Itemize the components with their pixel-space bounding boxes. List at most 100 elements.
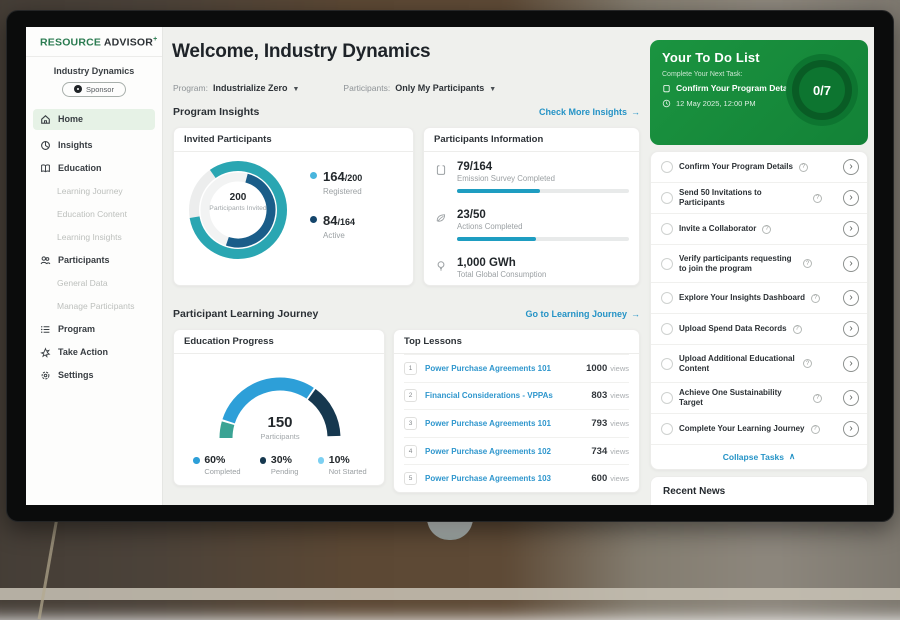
chevron-right-icon[interactable]: › [843,321,859,337]
active-dot-icon [310,216,317,223]
checkbox-icon[interactable] [661,423,673,435]
sidebar-item-label: Manage Participants [57,301,135,311]
sidebar-item-manage-participants[interactable]: Manage Participants [26,295,162,318]
program-filter-value: Industrialize Zero [212,83,288,93]
todo-item-explore-insights[interactable]: Explore Your Insights Dashboard ? › [651,283,867,314]
help-icon[interactable]: ? [798,162,808,172]
lesson-link[interactable]: Power Purchase Agreements 102 [425,446,551,456]
views-suffix: views [610,474,629,484]
todo-item-invite-collaborator[interactable]: Invite a Collaborator ? › [651,214,867,245]
legend-pending: 30% Pending [259,454,298,476]
rank-badge: 1 [404,361,417,375]
logo-advisor: ADVISOR [103,36,154,49]
card-title: Participants Information [424,128,639,152]
help-icon[interactable]: ? [762,224,772,234]
card-title: Education Progress [174,330,384,354]
completed-pct: 60% [204,454,226,466]
todo-title: Your To Do List [662,50,760,65]
chevron-right-icon[interactable]: › [843,421,859,437]
chevron-right-icon[interactable]: › [843,255,859,272]
rank-badge: 5 [404,472,417,486]
sidebar-item-insights[interactable]: Insights [26,134,162,157]
metric-value: 23/50 [457,209,486,221]
program-dropdown[interactable]: Program: Industrialize Zero ▼ [173,78,299,96]
metric-label: Actions Completed [457,222,523,231]
help-icon[interactable]: ? [813,193,822,203]
sidebar-item-participants[interactable]: Participants [26,249,162,272]
checkbox-icon[interactable] [661,323,673,335]
todo-item-achieve-target[interactable]: Achieve One Sustainability Target ? › [651,383,867,414]
views-count: 803 [591,390,608,402]
progress-fill [457,189,540,193]
sidebar-item-take-action[interactable]: Take Action [26,341,162,364]
help-icon[interactable]: ? [810,424,820,434]
chevron-right-icon[interactable]: › [843,390,859,406]
sidebar-item-learning-insights[interactable]: Learning Insights [26,226,162,249]
sidebar-item-home[interactable]: Home [33,108,155,130]
views-count: 600 [591,473,608,485]
lightbulb-icon [435,259,447,271]
participants-information-card: Participants Information 79/164 Emission… [423,127,640,286]
sidebar-item-settings[interactable]: Settings [26,364,162,387]
sidebar-item-general-data[interactable]: General Data [26,272,162,295]
checkbox-icon[interactable] [661,357,673,370]
lesson-link[interactable]: Power Purchase Agreements 101 [425,363,551,373]
help-icon[interactable]: ? [803,359,812,368]
chevron-right-icon[interactable]: › [843,221,859,237]
checkbox-icon[interactable] [661,161,673,173]
education-progress-card: Education Progress 150 Participants 60% … [173,329,385,499]
sidebar-item-program[interactable]: Program [26,318,162,341]
todo-item-confirm-program[interactable]: Confirm Your Program Details ? › [651,152,867,183]
sidebar-item-education-content[interactable]: Education Content [26,203,162,226]
sidebar-item-education[interactable]: Education [26,157,162,180]
help-icon[interactable]: ? [792,324,802,334]
views-suffix: views [610,446,629,456]
completed-label: Completed [204,467,241,476]
chevron-right-icon[interactable]: › [843,355,859,372]
checkbox-icon[interactable] [661,192,673,204]
sponsor-badge[interactable]: Sponsor [62,81,126,97]
todo-item-send-invitations[interactable]: Send 50 Invitations to Participants ? › [651,183,867,214]
active-total: /164 [337,217,355,227]
check-more-insights-link[interactable]: Check More Insights → [539,107,640,117]
lesson-link[interactable]: Financial Considerations - VPPAs [425,391,553,401]
gauge-value: 150 [267,414,293,431]
collapse-tasks-link[interactable]: Collapse Tasks ∧ [651,445,867,468]
participants-dropdown[interactable]: Participants: Only My Participants ▼ [343,78,496,96]
chevron-right-icon[interactable]: › [843,190,859,206]
sidebar-item-label: Learning Journey [57,186,123,196]
todo-item-upload-spend-data[interactable]: Upload Spend Data Records ? › [651,314,867,345]
todo-item-complete-learning-journey[interactable]: Complete Your Learning Journey ? › [651,414,867,445]
people-icon [40,255,51,266]
checkbox-icon[interactable] [661,223,673,235]
clipboard-icon [663,84,670,92]
registered-value: 164 [323,169,345,184]
todo-item-verify-participants[interactable]: Verify participants requesting to join t… [651,245,867,283]
donut-legend: 164/200 Registered 84/164 Active [310,168,362,256]
views-count: 793 [591,417,608,429]
lesson-link[interactable]: Power Purchase Agreements 103 [425,474,551,484]
views-suffix: views [610,363,629,373]
checkbox-icon[interactable] [661,292,673,304]
chevron-right-icon[interactable]: › [843,290,859,306]
todo-item-upload-educational-content[interactable]: Upload Additional Educational Content ? … [651,345,867,383]
todo-item-label: Achieve One Sustainability Target [679,388,782,407]
chevron-right-icon[interactable]: › [843,159,859,175]
checkbox-icon[interactable] [661,257,673,270]
help-icon[interactable]: ? [813,393,822,403]
legend-registered: 164/200 Registered [310,168,362,196]
learning-journey-header: Participant Learning Journey Go to Learn… [173,308,640,320]
help-icon[interactable]: ? [810,293,820,303]
sidebar-item-learning-journey[interactable]: Learning Journey [26,180,162,203]
sponsor-label: Sponsor [86,84,114,94]
metric-label: Total Global Consumption [457,270,547,279]
help-icon[interactable]: ? [803,259,812,268]
lesson-link[interactable]: Power Purchase Agreements 101 [425,418,551,428]
legend-not-started: 10% Not Started [317,454,367,476]
go-to-learning-journey-link[interactable]: Go to Learning Journey → [525,309,640,319]
leaf-icon [435,211,447,223]
checkbox-icon[interactable] [661,392,673,404]
todo-item-label: Upload Spend Data Records [679,324,787,334]
todo-item-label: Upload Additional Educational Content [679,353,795,373]
